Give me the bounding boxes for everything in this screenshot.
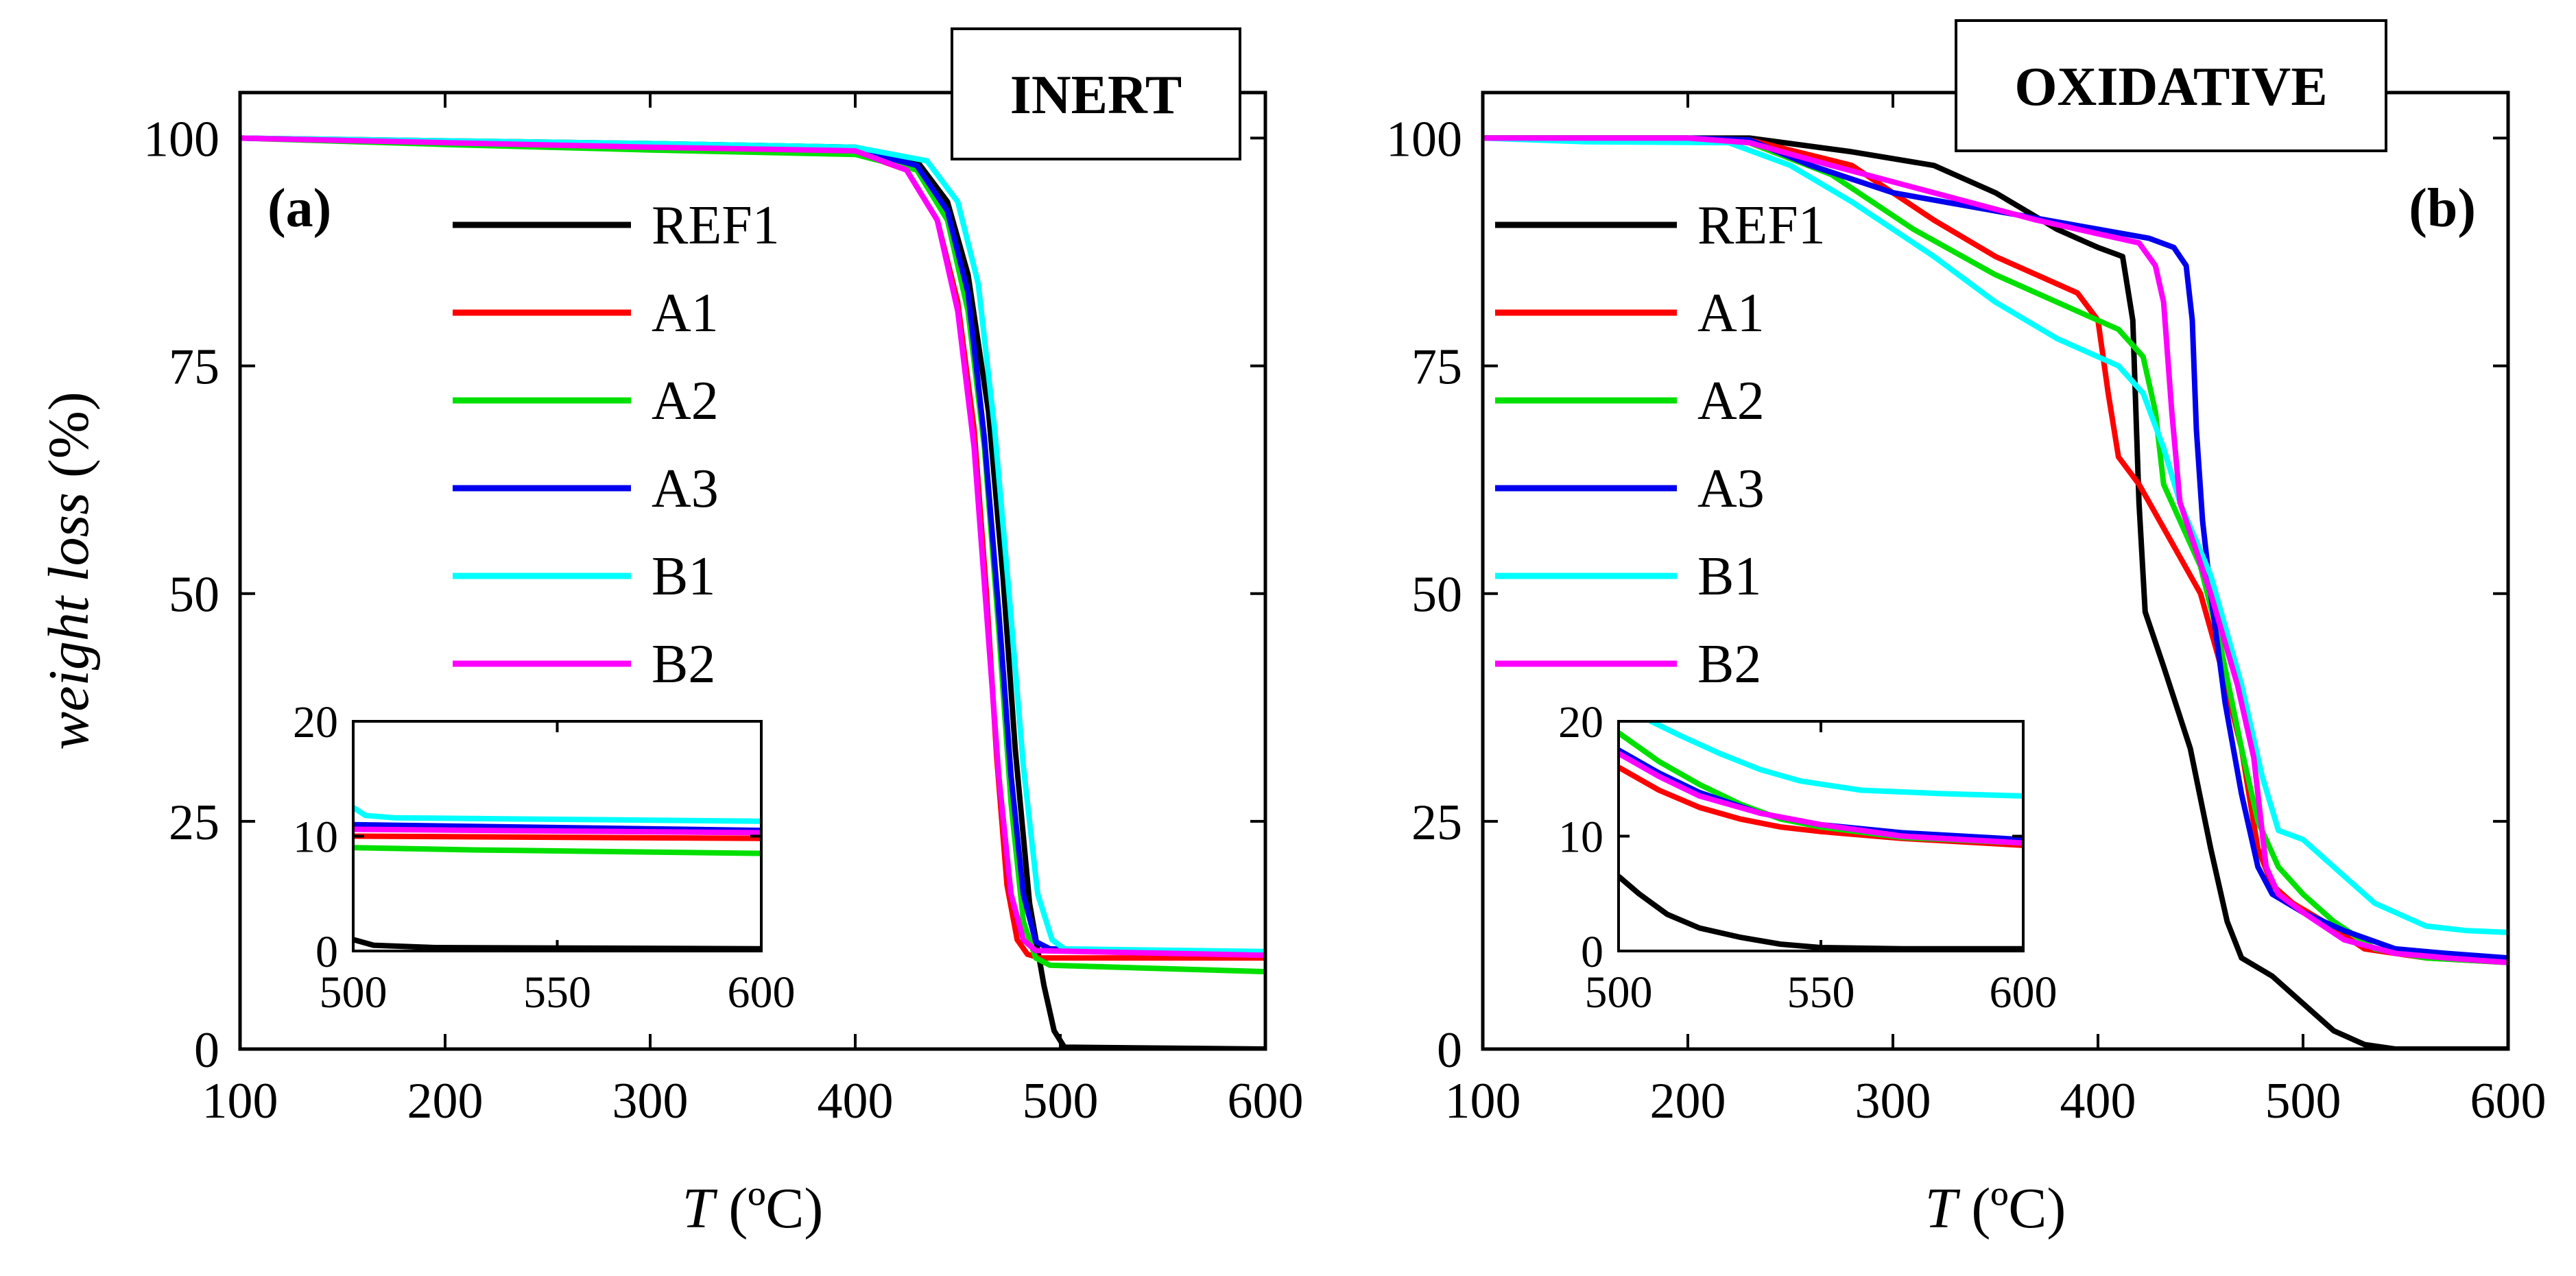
y-tick-label: 100 (1386, 111, 1462, 167)
y-tick-label: 50 (1411, 567, 1462, 623)
series-line-ref1 (1483, 135, 2508, 1049)
x-tick-label: 100 (1445, 1073, 1521, 1129)
x-tick-label: 300 (612, 1073, 689, 1129)
legend-label-b1: B1 (652, 546, 715, 607)
legend: REF1 A1 A2 A3 B1 B2 (453, 195, 780, 695)
legend-label-b1: B1 (1697, 546, 1761, 607)
inset-y-tick-label: 20 (293, 697, 338, 747)
y-axis-unit: (%) (37, 392, 101, 492)
inset-frame (1617, 720, 2025, 952)
inset-y-tick-label: 10 (1558, 812, 1603, 863)
x-tick-label: 500 (2265, 1073, 2341, 1129)
inset-line-b2 (353, 826, 761, 836)
panel-b: 100 200 300 400 500 6000255075100OXIDATIVE(b)… (1386, 19, 2547, 1240)
y-tick-label: 75 (1411, 339, 1462, 396)
y-tick-label: 50 (169, 567, 219, 623)
inset-line-a2 (353, 845, 761, 856)
inset-b: 500 550 600 0 10 20 (1558, 697, 2058, 1018)
x-axis-variable: T (1925, 1177, 1961, 1240)
y-axis-title: weight loss (%) (37, 392, 101, 750)
y-tick-label: 25 (1411, 795, 1462, 851)
plot-frame (238, 91, 1267, 1051)
x-tick-label: 600 (1228, 1073, 1304, 1129)
legend-label-a2: A2 (652, 371, 719, 431)
panel-letter: (a) (267, 178, 331, 239)
series-line-b1 (240, 135, 1265, 954)
legend-label-a1: A1 (1697, 283, 1765, 344)
legend-label-b2: B2 (652, 634, 715, 695)
inset-line-b1 (353, 805, 761, 824)
x-tick-label: 500 (1023, 1073, 1099, 1129)
legend: REF1 A1 A2 A3 B1 B2 (1495, 195, 1826, 695)
y-tick-label: 100 (143, 111, 219, 167)
x-tick-label: 200 (1650, 1073, 1726, 1129)
x-axis-title: T (ºC) (1925, 1177, 2066, 1240)
inset-x-tick-label: 500 (320, 967, 387, 1018)
series-group (1483, 135, 2508, 1049)
legend-label-a1: A1 (652, 283, 719, 344)
x-axis-unit: (ºC) (1957, 1177, 2066, 1240)
y-tick-label: 75 (169, 339, 219, 396)
series-line-b2 (1483, 135, 2508, 965)
inset-x-tick-label: 550 (1787, 967, 1855, 1018)
inset-a: 500 550 600 0 10 20 (293, 697, 796, 1018)
inset-series-group (353, 805, 761, 951)
inset-line-b1 (1647, 721, 2023, 799)
x-axis-title: T (ºC) (682, 1177, 824, 1240)
inset-line-a1 (353, 833, 761, 841)
legend-label-b2: B2 (1697, 634, 1761, 695)
series-line-b1 (1483, 135, 2508, 935)
inset-y-tick-label: 0 (1581, 927, 1603, 977)
series-line-b2 (240, 135, 1265, 959)
y-tick-label: 0 (1437, 1022, 1462, 1079)
condition-label: OXIDATIVE (2014, 57, 2327, 117)
inset-x-tick-label: 500 (1585, 967, 1653, 1018)
inset-x-tick-label: 600 (728, 967, 796, 1018)
inset-line-ref1 (1619, 874, 2023, 951)
legend-label-ref1: REF1 (1697, 195, 1826, 256)
panel-letter: (b) (2409, 178, 2476, 239)
x-tick-label: 300 (1855, 1073, 1931, 1129)
x-axis-variable: T (682, 1177, 718, 1240)
x-tick-label: 600 (2470, 1073, 2547, 1129)
inset-y-tick-label: 10 (293, 812, 338, 863)
condition-label-box (1955, 19, 2387, 152)
inset-line-b2 (1619, 751, 2023, 846)
inset-x-tick-label: 600 (1990, 967, 2058, 1018)
y-tick-label: 0 (194, 1022, 219, 1079)
x-tick-label: 400 (818, 1073, 894, 1129)
condition-label-box (951, 27, 1241, 160)
condition-label: INERT (1010, 65, 1182, 125)
legend-label-a3: A3 (652, 459, 719, 519)
y-axis-variable: weight loss (37, 492, 101, 750)
legend-label-a3: A3 (1697, 459, 1765, 519)
legend-label-ref1: REF1 (652, 195, 780, 256)
inset-frame (352, 720, 763, 952)
x-tick-label: 100 (202, 1073, 278, 1129)
inset-y-tick-label: 20 (1558, 697, 1603, 747)
inset-line-ref1 (353, 937, 761, 951)
x-axis-unit: (ºC) (714, 1177, 823, 1240)
inset-y-tick-label: 0 (315, 927, 338, 977)
x-tick-label: 200 (407, 1073, 484, 1129)
series-group (240, 135, 1265, 1049)
legend-label-a2: A2 (1697, 371, 1765, 431)
series-line-a2 (1483, 135, 2508, 965)
inset-series-group (1619, 721, 2023, 951)
y-tick-label: 25 (169, 795, 219, 851)
inset-x-tick-label: 550 (523, 967, 591, 1018)
x-tick-label: 400 (2060, 1073, 2136, 1129)
